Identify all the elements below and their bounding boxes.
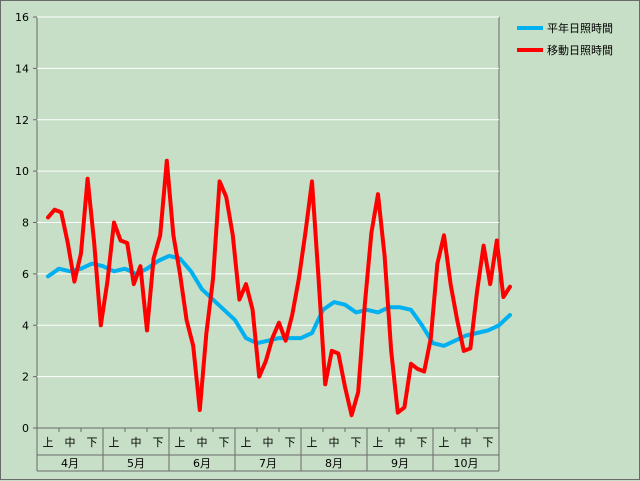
x-tick-label: 下 — [483, 436, 494, 449]
x-tick-label: 中 — [461, 436, 472, 449]
x-tick-label: 上 — [373, 436, 384, 449]
x-tick-label: 上 — [439, 436, 450, 449]
x-tick-label: 中 — [395, 436, 406, 449]
x-axis: 上中下4月上中下5月上中下6月上中下7月上中下8月上中下9月上中下10月 — [36, 428, 500, 472]
y-tick-label: 4 — [22, 319, 29, 332]
series-line-2 — [46, 158, 512, 418]
y-axis: 0 2 4 6 8 10 12 14 16 — [15, 11, 37, 435]
y-tick-label: 6 — [22, 268, 29, 281]
x-group-label: 6月 — [193, 457, 211, 470]
x-tick-label: 上 — [307, 436, 318, 449]
x-tick-label: 下 — [87, 436, 98, 449]
x-group-label: 9月 — [391, 457, 409, 470]
x-tick-label: 上 — [43, 436, 54, 449]
legend-label: 移動日照時間 — [547, 43, 613, 57]
y-tick-label: 12 — [15, 114, 29, 127]
y-tick-label: 10 — [15, 165, 29, 178]
y-tick-label: 16 — [15, 11, 29, 24]
x-tick-label: 上 — [109, 436, 120, 449]
x-group-label: 10月 — [454, 457, 479, 470]
legend-label: 平年日照時間 — [547, 21, 613, 35]
x-tick-label: 中 — [65, 436, 76, 449]
x-group-label: 5月 — [127, 457, 145, 470]
y-tick-label: 2 — [22, 371, 29, 384]
x-tick-label: 中 — [263, 436, 274, 449]
x-tick-label: 中 — [197, 436, 208, 449]
series-line-1 — [46, 253, 512, 348]
x-tick-label: 下 — [417, 436, 428, 449]
x-tick-label: 下 — [351, 436, 362, 449]
x-tick-label: 中 — [329, 436, 340, 449]
y-tick-label: 14 — [15, 62, 29, 75]
x-tick-label: 下 — [285, 436, 296, 449]
x-tick-label: 中 — [131, 436, 142, 449]
y-tick-label: 8 — [22, 217, 29, 230]
x-group-label: 8月 — [325, 457, 343, 470]
x-tick-label: 上 — [241, 436, 252, 449]
x-tick-label: 下 — [219, 436, 230, 449]
x-tick-label: 下 — [153, 436, 164, 449]
series — [46, 158, 512, 418]
y-tick-label: 0 — [22, 422, 29, 435]
x-tick-label: 上 — [175, 436, 186, 449]
x-group-label: 7月 — [259, 457, 277, 470]
x-group-label: 4月 — [61, 457, 79, 470]
